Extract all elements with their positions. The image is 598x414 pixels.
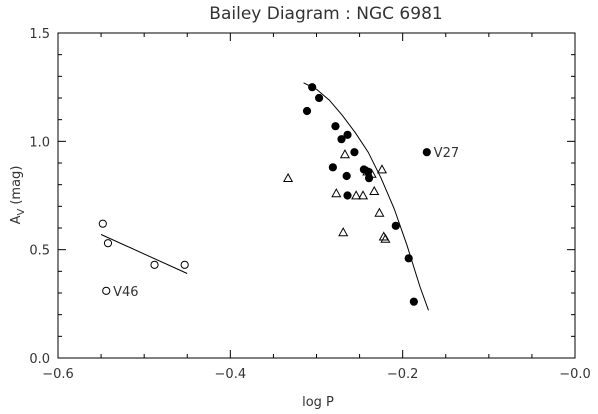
- x-axis-label: log P: [302, 395, 334, 410]
- open-triangle-point: [380, 233, 391, 243]
- y-tick-label: 0.5: [29, 244, 50, 259]
- x-tick-label: −0.6: [42, 367, 74, 382]
- y-axis-label: AV (mag): [9, 166, 27, 225]
- x-axis-ticks: −0.6 −0.4 −0.2 −0.0: [42, 33, 591, 382]
- open-triangle-point: [339, 149, 350, 159]
- filled-circle-point: [302, 106, 312, 116]
- x-tick-label: −0.2: [387, 367, 419, 382]
- y-tick-label: 1.5: [29, 27, 50, 42]
- filled-circle-point: [337, 135, 346, 144]
- svg-text:AV(mag): AV (mag): [9, 166, 27, 225]
- filled-circle-point: [391, 221, 400, 230]
- x-tick-label: −0.0: [559, 367, 591, 382]
- open-circle-point: [102, 286, 111, 295]
- chart-title: Bailey Diagram : NGC 6981: [209, 4, 442, 24]
- filled-circle-point: [350, 148, 359, 157]
- y-axis-label-unit: (mag): [9, 166, 24, 205]
- open-triangle-point: [331, 188, 342, 198]
- filled-circle-point: [343, 191, 352, 200]
- filled-circle-point: [404, 254, 413, 263]
- star-annotations: V27 V46: [113, 146, 459, 300]
- open-circle-point: [103, 239, 113, 248]
- open-circle-point: [150, 260, 159, 269]
- filled-circle-point: [422, 148, 431, 157]
- open-triangle-point: [338, 227, 349, 237]
- data-points: [98, 83, 431, 306]
- plot-frame: [57, 32, 576, 359]
- open-circle-point: [180, 260, 189, 269]
- y-axis-label-subscript: V: [16, 208, 27, 215]
- y-tick-label: 1.0: [29, 135, 50, 150]
- filled-circle-point: [409, 297, 418, 306]
- open-triangle-point: [283, 172, 294, 183]
- filled-circle-point: [343, 130, 352, 139]
- open-triangle-point: [357, 190, 369, 200]
- star-label: V46: [113, 285, 138, 300]
- star-label: V27: [434, 146, 459, 161]
- open-triangle-point: [351, 190, 362, 200]
- filled-circle-point: [364, 174, 374, 183]
- open-triangle-point: [366, 168, 377, 178]
- open-triangle-point: [369, 185, 380, 196]
- open-triangle-point: [362, 166, 373, 176]
- open-triangle-point: [374, 207, 385, 217]
- filled-circle-point: [342, 171, 351, 181]
- filled-circle-point: [328, 163, 337, 172]
- open-triangle-point: [376, 164, 388, 174]
- x-tick-label: −0.4: [215, 367, 247, 382]
- filled-circle-point: [331, 122, 340, 131]
- y-axis-label-main: A: [9, 215, 24, 224]
- filled-circle-point: [314, 93, 324, 103]
- filled-circle-point: [308, 83, 317, 92]
- fit-lines: [100, 82, 429, 311]
- y-axis-ticks: 0.0 0.5 1.0 1.5: [29, 27, 575, 367]
- fit-line: [100, 234, 188, 274]
- open-circle-point: [98, 219, 107, 228]
- y-tick-label: 0.0: [29, 352, 50, 367]
